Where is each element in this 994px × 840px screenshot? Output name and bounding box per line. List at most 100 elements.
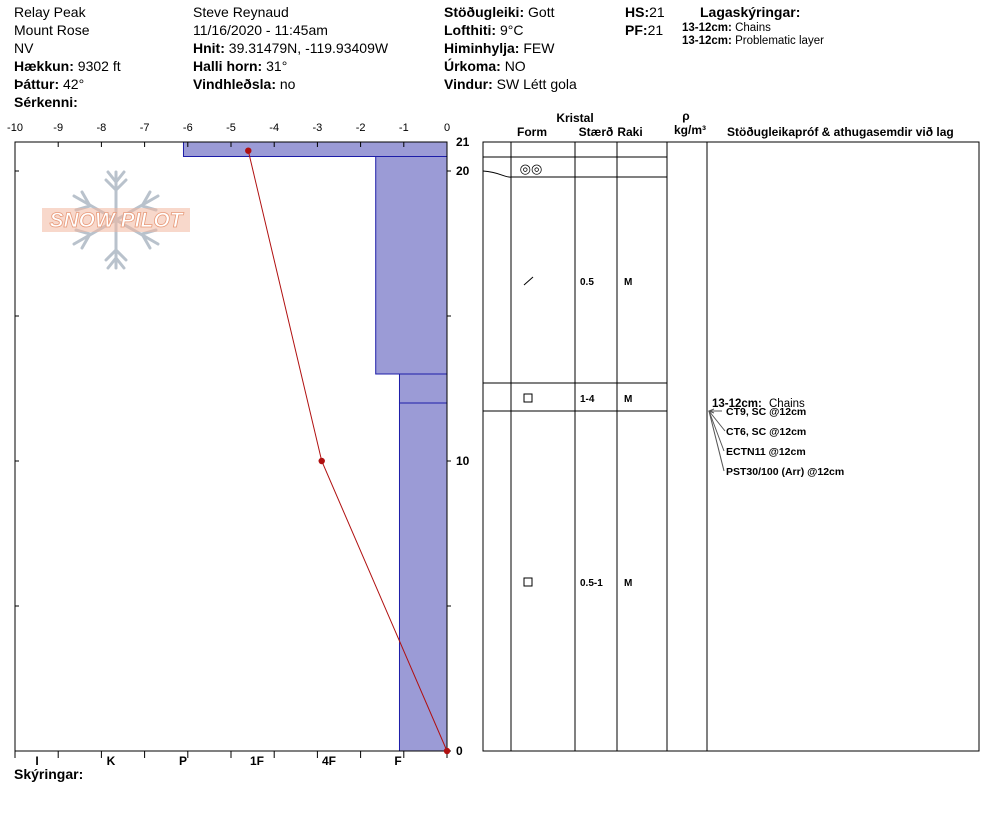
legend-item: 13-12cm: Chains [682,22,824,35]
aspect-value: 42° [63,76,85,92]
layer-connector [482,170,512,178]
logo-text: SNOW PILOT [50,209,185,232]
hs-value: 21 [649,4,665,20]
temp-tick-label: -9 [53,122,63,134]
elevation-row: Hækkun: 9302 ft [14,57,121,75]
temp-tick-label: -10 [7,122,23,134]
legend-item: 13-12cm: Problematic layer [682,35,824,48]
hardness-tick-label: 1F [250,754,264,768]
sky-label: Himinhylja: [444,40,520,56]
stability-row: Stöðugleiki: Gott [444,3,577,21]
faceted-crystals-icon [523,577,533,587]
temp-tick-label: -5 [226,122,236,134]
sky-row: Himinhylja: FEW [444,39,577,57]
hardness-tick-label: K [107,754,116,768]
temp-tick-label: -1 [399,122,409,134]
state-name: NV [14,40,34,56]
hardness-layer-bar [182,141,448,157]
air-temp-row: Lofthiti: 9°C [444,21,577,39]
temp-tick-label: -7 [140,122,150,134]
test-layer-text: Chains [769,398,805,410]
temperature-point [443,747,451,755]
legend-range: 13-12cm: [682,35,732,47]
stability-test-result: ECTN11 @12cm [726,446,806,458]
temp-tick-label: -4 [269,122,279,134]
hardness-tick-label: F [394,754,401,768]
header-depths: HS:21 PF:21 [625,3,665,39]
grain-size: 0.5-1 [580,578,603,589]
test-layer-label: 13-12cm: [712,398,762,410]
slope-row: Halli horn: 31° [193,57,388,75]
legend-text: Chains [735,22,771,34]
sky-value: FEW [523,40,555,56]
slope-value: 31° [266,58,288,74]
coords-row: Hnit: 39.31479N, -119.93409W [193,39,388,57]
temp-tick-label: -3 [313,122,323,134]
moisture-value: M [624,578,632,589]
layer-legend: 13-12cm: Chains 13-12cm: Problematic lay… [682,22,824,48]
wind-loading-row: Vindhleðsla: no [193,75,388,93]
density-unit: kg/m³ [674,123,706,137]
wind-loading-label: Vindhleðsla: [193,76,276,92]
test-arrow-line [708,410,725,472]
aspect-label: Þáttur: [14,76,60,92]
header-observer-info: Steve Reynaud 11/16/2020 - 11:45am Hnit:… [193,3,388,93]
coords-label: Hnit: [193,40,225,56]
aspect-row: Þáttur: 42° [14,75,121,93]
air-temp-value: 9°C [499,22,524,38]
precip-value: NO [504,58,526,74]
moisture-value: M [624,277,632,288]
wind-label: Vindur: [444,76,493,92]
hardness-layer-bar [398,402,448,752]
snowpilot-logo: SNOW PILOT [42,170,190,270]
legend-range: 13-12cm: [682,22,732,34]
height-label: 20 [456,164,470,178]
grain-size: 1-4 [580,394,595,405]
faceted-crystals-icon [523,393,533,403]
size-header: Stærð [579,125,614,139]
stability-test-result: PST30/100 (Arr) @12cm [726,466,844,478]
rounded-grains-icon: ◎◎ [520,162,543,177]
height-label: 0 [456,744,463,758]
coords-value: 39.31479N, -119.93409W [228,40,389,56]
precipitation-particles-icon [523,276,534,286]
temp-tick-label: -6 [183,122,193,134]
temp-tick-label: -8 [97,122,107,134]
test-arrow-line [708,410,725,452]
header-conditions: Stöðugleiki: Gott Lofthiti: 9°C Himinhyl… [444,3,577,93]
stability-test-result: CT6, SC @12cm [726,426,806,438]
precip-label: Úrkoma: [444,58,501,74]
moisture-header: Raki [617,125,642,139]
pf-label: PF: [625,22,648,38]
wind-row: Vindur: SW Létt gola [444,75,577,93]
test-arrow-head [707,408,715,414]
observation-datetime: 11/16/2020 - 11:45am [193,22,328,38]
form-header: Form [517,125,547,139]
hs-label: HS: [625,4,650,20]
stability-test-result: CT9, SC @12cm [726,406,806,418]
pf-row: PF:21 [625,21,665,39]
region-name: Mount Rose [14,22,90,38]
height-label: 21 [456,135,470,149]
moisture-value: M [624,394,632,405]
hardness-layer-bar [398,373,448,404]
tests-header: Stöðugleikapróf & athugasemdir við lag [727,125,954,139]
temperature-point [318,457,325,465]
grain-size: 0.5 [580,277,594,288]
wind-value: SW Létt gola [496,76,577,92]
test-arrow-line [708,410,726,432]
kristal-header: Kristal [556,111,593,125]
slope-label: Halli horn: [193,58,263,74]
temp-tick-label: 0 [444,122,450,134]
air-temp-label: Lofthiti: [444,22,497,38]
height-label: 10 [456,454,470,468]
hardness-tick-label: I [35,754,38,768]
grid-frame [482,141,980,752]
elevation-label: Hækkun: [14,58,74,74]
precip-row: Úrkoma: NO [444,57,577,75]
notes-label: Skýringar: [14,766,84,782]
stability-value: Gott [528,4,555,20]
stability-label: Stöðugleiki: [444,4,525,20]
features-label: Sérkenni: [14,94,78,110]
